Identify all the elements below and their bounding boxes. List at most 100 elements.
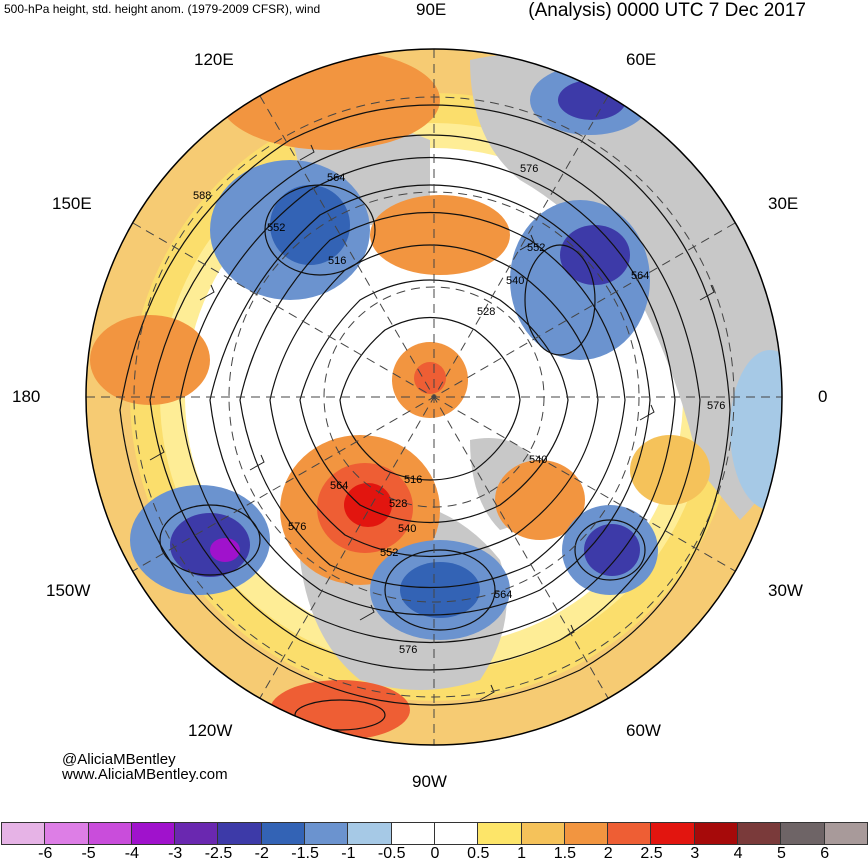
colorbar-tick-label: -3 [168, 845, 183, 862]
height-contour [119, 104, 731, 706]
colorbar-cell [563, 822, 609, 845]
anomaly-positive-atlantic [630, 435, 710, 505]
wind-barb [249, 454, 265, 471]
longitude-label-30e: 30E [768, 194, 799, 213]
longitude-label-150e: 150E [52, 194, 92, 213]
colorbar-cell [433, 822, 479, 845]
height-contour [264, 184, 376, 276]
colorbar-tick-label: 0 [430, 845, 440, 862]
longitude-label-150w: 150W [46, 581, 91, 600]
longitude-label-90e: 90E [416, 0, 447, 19]
height-contour [574, 519, 646, 581]
anomaly-negative-us-core [400, 562, 480, 618]
colorbar-cell [217, 822, 262, 845]
contour-label: 564 [494, 589, 512, 601]
longitude-label-120w: 120W [188, 721, 233, 740]
contour-label: 552 [380, 547, 398, 559]
contour-label: 540 [506, 275, 524, 287]
anomaly-negative-europe-core [560, 225, 630, 285]
colorbar-tick-label: -0.5 [377, 845, 406, 862]
colorbar-cell [44, 822, 89, 845]
anomaly-positive-gulf [270, 680, 410, 740]
contour-label: 528 [477, 306, 495, 318]
colorbar-tick-label: 5 [776, 845, 786, 862]
anomaly-positive-alaska-peak [344, 483, 392, 527]
meridian-line [132, 222, 736, 572]
contour-label: 552 [267, 222, 285, 234]
wind-barb [199, 284, 215, 301]
colorbar-cell [520, 822, 565, 845]
longitude-label-120e: 120E [194, 50, 234, 69]
colorbar-cell [390, 822, 435, 845]
longitude-label-0: 0 [818, 387, 828, 406]
contour-label: 576 [288, 521, 306, 533]
colorbar-tick-label: 2.5 [640, 845, 663, 862]
colorbar-tick-label: 0.5 [467, 845, 490, 862]
anomaly-positive-pacific [90, 315, 210, 405]
height-contour [179, 157, 676, 644]
height-contour [159, 504, 261, 576]
anomaly-negative-pacific-peak [210, 538, 240, 562]
wind-barb [149, 444, 165, 461]
contour-label: 564 [327, 172, 345, 184]
height-contour [524, 244, 596, 356]
colorbar-tick-label: 3 [690, 845, 700, 862]
wind-barb [359, 604, 375, 621]
contour-label: 540 [398, 523, 416, 535]
colorbar-cell [693, 822, 739, 845]
contour-label: 576 [520, 163, 538, 175]
wind-barb [559, 624, 575, 641]
height-contour [384, 549, 496, 631]
wind-barb [639, 404, 655, 421]
longitude-label-60w: 60W [626, 721, 661, 740]
height-contour [294, 699, 386, 731]
height-contour [209, 184, 651, 616]
height-contour [239, 212, 626, 588]
longitude-label-90w: 90W [412, 772, 447, 791]
wind-barb [519, 234, 535, 251]
longitude-label-30w: 30W [768, 581, 803, 600]
anomaly-positive-greenland-east [495, 460, 585, 540]
credit-handle: @AliciaMBentley [62, 751, 176, 768]
contour-label: 576 [399, 644, 417, 656]
colorbar-tick-label: 2 [603, 845, 613, 862]
colorbar-cell [823, 822, 868, 845]
colorbar-cell [174, 822, 219, 845]
colorbar-tick-label: -2 [254, 845, 269, 862]
anomaly-negative-atlantic-core [584, 524, 640, 576]
height-contour [339, 316, 521, 481]
colorbar-cell [607, 822, 652, 845]
height-contour [149, 134, 701, 671]
contour-label: 516 [404, 474, 422, 486]
colorbar-tick-label: 1 [517, 845, 527, 862]
contour-label: 516 [328, 255, 346, 267]
wind-barb [699, 284, 715, 301]
colorbar-tick-label: -1.5 [291, 845, 319, 862]
colorbar-cell [1, 822, 46, 845]
map-border [85, 48, 783, 746]
wind-barb [479, 684, 495, 701]
colorbar-cell [737, 822, 782, 845]
colorbar-cell [650, 822, 695, 845]
colorbar-tick-label: -4 [124, 845, 140, 862]
colorbar-cell [347, 822, 392, 845]
colorbar-cell [304, 822, 349, 845]
colorbar-tick-label: 1.5 [553, 845, 577, 862]
map-title-right: (Analysis) 0000 UTC 7 Dec 2017 [528, 0, 806, 21]
anomaly-positive-russia [370, 195, 510, 275]
contour-label: 552 [527, 242, 545, 254]
map-title-left: 500-hPa height, std. height anom. (1979-… [4, 2, 321, 16]
anomaly-negative-east [730, 350, 782, 510]
credit-website: www.AliciaMBentley.com [62, 766, 228, 783]
colorbar-cell [130, 822, 176, 845]
contour-label: 576 [707, 400, 725, 412]
colorbar-tick-label: -5 [81, 845, 96, 862]
polar-stereographic-map: 588 564 552 516 576 552 540 528 564 576 … [85, 48, 783, 746]
colorbar-cell [780, 822, 825, 845]
contour-label: 564 [330, 480, 348, 492]
colorbar-tick-label: -2.5 [204, 845, 233, 862]
colorbar-tick-label: 4 [733, 845, 743, 862]
colorbar-tick-label: -6 [38, 845, 53, 862]
contour-label: 588 [193, 190, 211, 202]
anomaly-positive-pole-core [414, 362, 446, 394]
